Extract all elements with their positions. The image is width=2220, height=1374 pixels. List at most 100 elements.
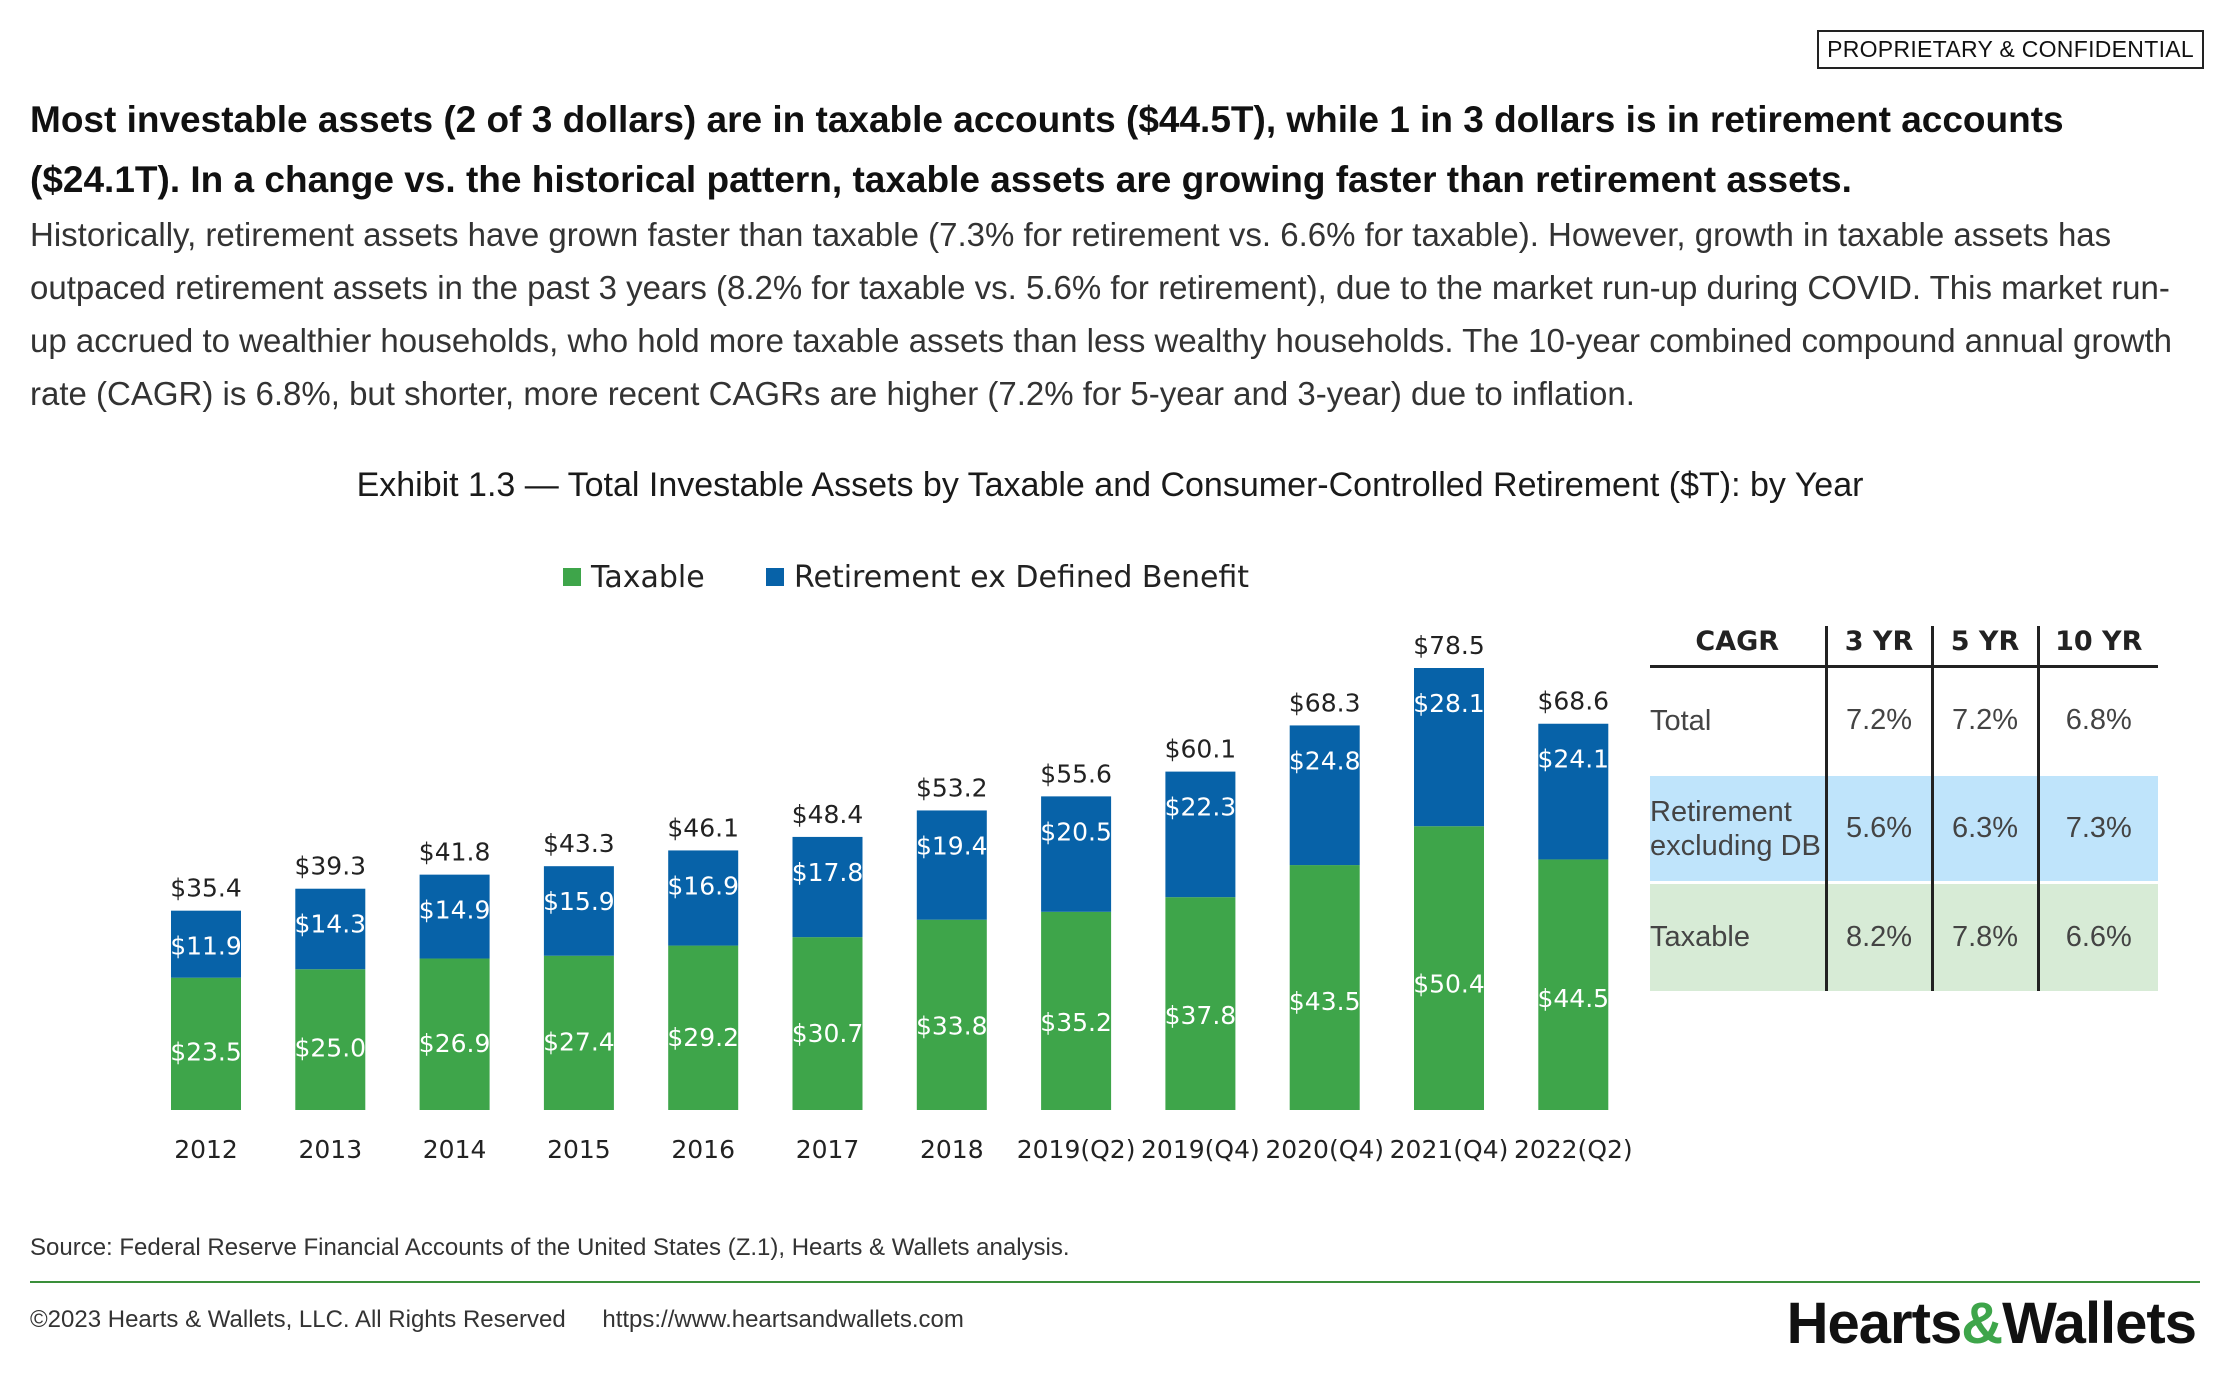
bar-taxable (1289, 865, 1360, 1110)
cagr-table: CAGR 3 YR 5 YR 10 YR Total 7.2% 7.2% 6.8… (1650, 626, 2158, 991)
data-label-total: $60.1 (1165, 735, 1237, 764)
bar-taxable (668, 945, 739, 1110)
data-label-retirement: $28.1 (1413, 689, 1485, 718)
data-label-taxable: $30.7 (792, 1019, 864, 1048)
x-tick-label: 2012 (174, 1135, 238, 1164)
data-label-taxable: $23.5 (170, 1037, 242, 1066)
data-label-taxable: $50.4 (1413, 969, 1485, 998)
bar-retirement (1289, 725, 1360, 866)
data-label-total: $43.3 (543, 829, 615, 858)
cagr-cell: 7.8% (1930, 881, 2038, 991)
bar-taxable (543, 955, 614, 1110)
bar-retirement (295, 888, 366, 970)
bar-retirement (419, 874, 490, 959)
bar-taxable (1165, 897, 1236, 1110)
data-label-taxable: $26.9 (419, 1029, 491, 1058)
cagr-header-10yr: 10 YR (2036, 626, 2158, 668)
logo-left: Hearts (1786, 1291, 1963, 1356)
data-label-taxable: $35.2 (1040, 1008, 1112, 1037)
legend-label: Taxable (590, 560, 705, 595)
data-label-retirement: $17.8 (792, 858, 864, 887)
chart-title: Exhibit 1.3 — Total Investable Assets by… (356, 466, 1864, 504)
data-label-total: $55.6 (1040, 759, 1112, 788)
cagr-cell: 6.8% (2036, 666, 2158, 775)
legend-swatch (766, 568, 784, 586)
legend-label: Retirement ex Defined Benefit (794, 560, 1249, 595)
bar-taxable (916, 919, 987, 1110)
data-label-retirement: $24.1 (1538, 745, 1610, 774)
chart-bars: $23.5 $11.9 $35.4 2012 $25.0 $14.3 $39.3 2013 $2… (170, 631, 1632, 1164)
cagr-header-3yr: 3 YR (1824, 626, 1932, 668)
cagr-cell: 7.2% (1930, 666, 2038, 775)
data-label-taxable: $43.5 (1289, 987, 1361, 1016)
cagr-row-total: Total 7.2% 7.2% 6.8% (1650, 666, 2158, 775)
bar-taxable (295, 969, 366, 1110)
bar-taxable (1041, 911, 1112, 1110)
x-tick-label: 2013 (298, 1135, 362, 1164)
website-link[interactable]: https://www.heartsandwallets.com (602, 1306, 964, 1333)
bar-retirement (1538, 723, 1609, 860)
cagr-row-label: Total (1650, 666, 1826, 775)
footer-text: ©2023 Hearts & Wallets, LLC. All Rights … (30, 1306, 994, 1334)
data-label-taxable: $27.4 (543, 1028, 615, 1057)
data-label-retirement: $20.5 (1040, 817, 1112, 846)
data-label-retirement: $11.9 (170, 932, 242, 961)
cagr-header-5yr: 5 YR (1930, 626, 2038, 668)
bar-retirement (543, 866, 614, 956)
cagr-cell: 5.6% (1824, 773, 1932, 883)
x-tick-label: 2022(Q2) (1514, 1135, 1633, 1164)
chart-legend: Taxable Retirement ex Defined Benefit (563, 560, 1249, 595)
bar-retirement (1165, 771, 1236, 898)
cagr-row-label: Retirement excluding DB (1650, 773, 1826, 883)
x-tick-label: 2016 (671, 1135, 735, 1164)
cagr-cell: 8.2% (1824, 881, 1932, 991)
x-tick-label: 2019(Q4) (1141, 1135, 1260, 1164)
bar-retirement (916, 810, 987, 920)
copyright: ©2023 Hearts & Wallets, LLC. All Rights … (30, 1306, 566, 1333)
cagr-header-label: CAGR (1650, 626, 1826, 668)
logo-amp: & (1961, 1291, 2003, 1356)
bar-retirement (1041, 796, 1112, 912)
confidential-badge: PROPRIETARY & CONFIDENTIAL (1817, 30, 2204, 69)
data-label-taxable: $37.8 (1165, 1001, 1237, 1030)
logo-right: Wallets (2002, 1291, 2197, 1356)
data-label-total: $68.6 (1538, 687, 1610, 716)
data-label-retirement: $16.9 (667, 871, 739, 900)
bar-taxable (1414, 826, 1484, 1110)
cagr-header-row: CAGR 3 YR 5 YR 10 YR (1650, 626, 2158, 668)
x-tick-label: 2021(Q4) (1390, 1135, 1509, 1164)
headline: Most investable assets (2 of 3 dollars) … (30, 99, 2064, 200)
company-logo: Hearts&Wallets (1786, 1290, 2197, 1357)
bar-taxable (419, 958, 490, 1110)
body-paragraph: Historically, retirement assets have gro… (30, 216, 2173, 412)
data-label-retirement: $14.9 (419, 896, 491, 925)
cagr-cell: 6.6% (2036, 881, 2158, 991)
bar-taxable (1538, 859, 1609, 1110)
bar-retirement (792, 836, 863, 938)
footer-divider (30, 1281, 2200, 1283)
x-tick-label: 2019(Q2) (1017, 1135, 1136, 1164)
x-tick-label: 2017 (796, 1135, 860, 1164)
data-label-taxable: $44.5 (1538, 984, 1610, 1013)
x-tick-label: 2020(Q4) (1265, 1135, 1384, 1164)
data-label-taxable: $25.0 (295, 1034, 367, 1063)
cagr-cell: 6.3% (1930, 773, 2038, 883)
cagr-row-label: Taxable (1650, 881, 1826, 991)
cagr-cell: 7.3% (2036, 773, 2158, 883)
data-label-total: $41.8 (419, 838, 491, 867)
data-label-retirement: $19.4 (916, 831, 988, 860)
data-label-taxable: $29.2 (667, 1023, 739, 1052)
x-tick-label: 2018 (920, 1135, 984, 1164)
data-label-retirement: $15.9 (543, 887, 615, 916)
data-label-total: $78.5 (1413, 631, 1485, 660)
source-note: Source: Federal Reserve Financial Accoun… (30, 1234, 1070, 1261)
x-tick-label: 2015 (547, 1135, 611, 1164)
data-label-retirement: $24.8 (1289, 746, 1361, 775)
cagr-row-retirement: Retirement excluding DB 5.6% 6.3% 7.3% (1650, 773, 2158, 883)
data-label-total: $46.1 (667, 813, 739, 842)
data-label-total: $35.4 (170, 874, 242, 903)
data-label-total: $68.3 (1289, 688, 1361, 717)
bar-retirement (171, 910, 241, 978)
bar-retirement (668, 850, 739, 946)
